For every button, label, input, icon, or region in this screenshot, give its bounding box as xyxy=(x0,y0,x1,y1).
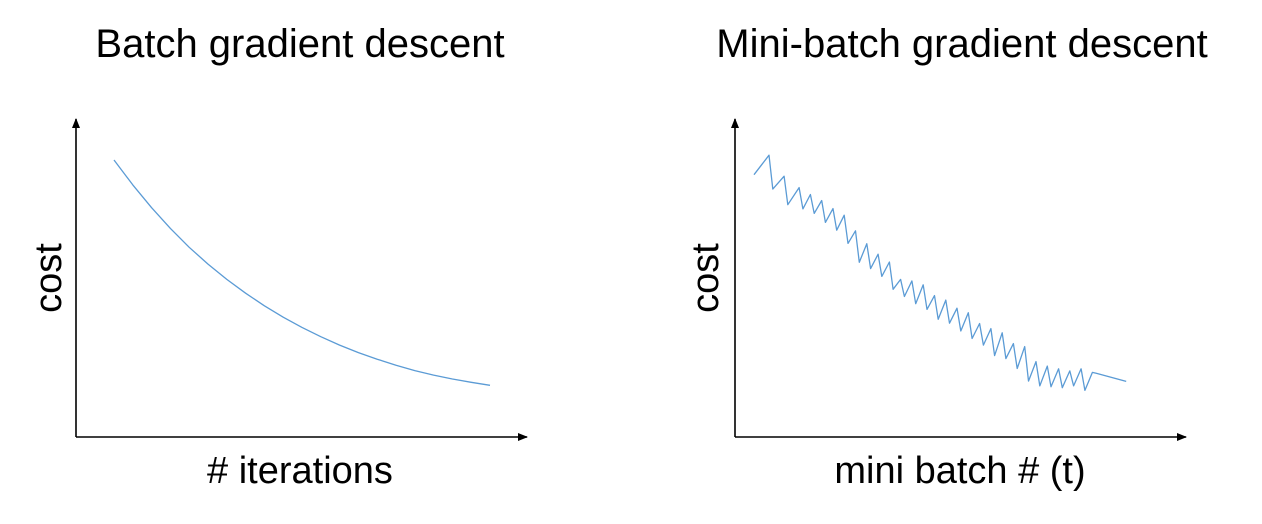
cost-curve xyxy=(113,159,491,386)
y-axis-label: cost xyxy=(28,243,70,313)
x-axis-label: mini batch # (t) xyxy=(834,450,1086,492)
y-axis-label: cost xyxy=(685,243,727,313)
chart-title: Batch gradient descent xyxy=(95,22,505,66)
chart-title: Mini-batch gradient descent xyxy=(716,22,1208,66)
batch-gradient-descent-chart xyxy=(72,118,528,441)
cost-curve xyxy=(753,154,1127,392)
mini-batch-gradient-descent-chart xyxy=(731,118,1187,441)
x-axis-label: # iterations xyxy=(207,450,393,492)
